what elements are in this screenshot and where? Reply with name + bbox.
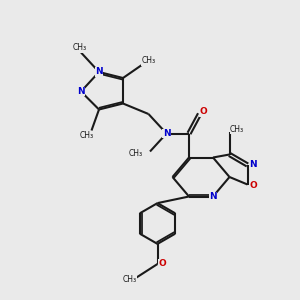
- Text: N: N: [163, 129, 170, 138]
- Text: O: O: [158, 260, 166, 268]
- Text: N: N: [77, 87, 85, 96]
- Text: CH₃: CH₃: [72, 44, 87, 52]
- Text: CH₃: CH₃: [128, 148, 142, 158]
- Text: O: O: [249, 181, 257, 190]
- Text: CH₃: CH₃: [123, 275, 137, 284]
- Text: O: O: [199, 107, 207, 116]
- Text: CH₃: CH₃: [230, 124, 244, 134]
- Text: CH₃: CH₃: [141, 56, 156, 65]
- Text: N: N: [209, 192, 217, 201]
- Text: CH₃: CH₃: [80, 131, 94, 140]
- Text: N: N: [95, 68, 103, 76]
- Text: N: N: [249, 160, 257, 169]
